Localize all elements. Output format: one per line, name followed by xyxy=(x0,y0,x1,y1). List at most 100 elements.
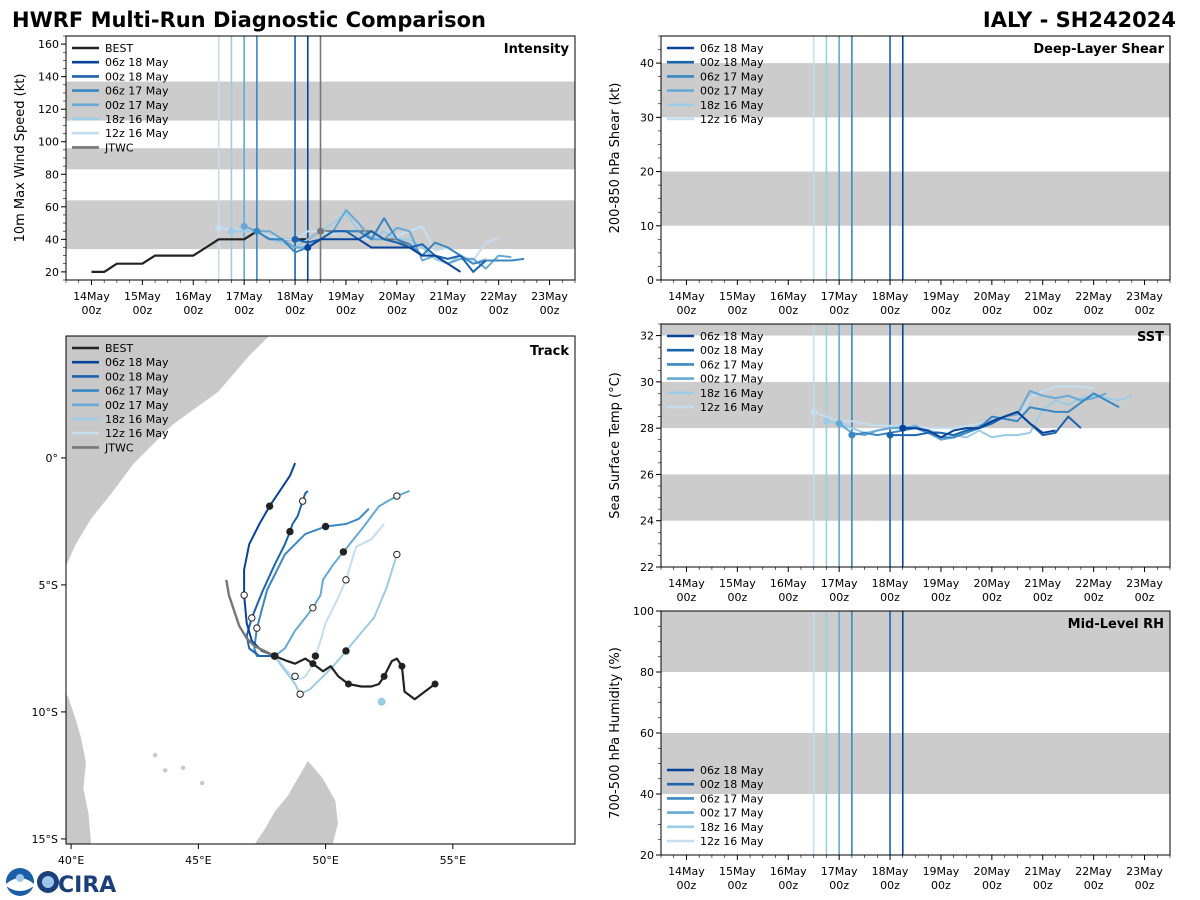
x-tick-date: 18May xyxy=(872,865,909,878)
x-tick-date: 16May xyxy=(770,865,807,878)
legend-run: 06z 18 May xyxy=(105,56,169,69)
series-line-2 xyxy=(851,392,1120,439)
track-panel: 40°E 45°E 50°E 55°E0°5°S10°S15°STrackBEST06… xyxy=(32,335,576,867)
y-tick-label: 20 xyxy=(640,849,654,862)
legend-run: 18z 16 May xyxy=(700,99,764,112)
track-day-marker xyxy=(342,647,350,655)
x-tick-hour: 00z xyxy=(234,304,254,317)
lon-tick-label: 45°E xyxy=(185,854,211,867)
x-tick-date: 23May xyxy=(1126,865,1163,878)
x-tick-hour: 00z xyxy=(727,304,747,317)
y-tick-label: 0 xyxy=(647,274,654,287)
series-line-0 xyxy=(902,410,1056,439)
track-day-marker xyxy=(393,492,401,500)
y-tick-label: 20 xyxy=(45,266,59,279)
x-tick-date: 14May xyxy=(668,577,705,590)
series-line-1 xyxy=(294,230,487,273)
x-tick-date: 20May xyxy=(378,290,415,303)
x-tick-date: 18May xyxy=(277,290,314,303)
series-start-marker xyxy=(215,224,223,232)
series-start-marker xyxy=(835,420,843,428)
legend-run: 18z 16 May xyxy=(105,413,169,426)
land-africa-north xyxy=(66,336,271,568)
x-tick-date: 21May xyxy=(429,290,466,303)
shear-panel: 01020304014May00z15May00z16May00z17May00… xyxy=(608,35,1171,317)
x-tick-date: 21May xyxy=(1024,577,1061,590)
x-tick-hour: 00z xyxy=(1135,591,1155,604)
x-tick-hour: 00z xyxy=(132,304,152,317)
lon-tick-label: 50°E xyxy=(312,854,338,867)
x-tick-date: 21May xyxy=(1024,290,1061,303)
cira-logo: CIRA xyxy=(37,871,116,898)
x-tick-hour: 00z xyxy=(438,304,458,317)
track-day-marker xyxy=(253,624,261,632)
track-day-marker xyxy=(342,576,350,584)
legend-run: 00z 18 May xyxy=(700,344,764,357)
series-start-marker xyxy=(227,227,235,235)
x-tick-hour: 00z xyxy=(336,304,356,317)
x-tick-hour: 00z xyxy=(880,879,900,892)
plot-area xyxy=(66,36,575,280)
legend-best: BEST xyxy=(105,342,133,355)
x-tick-hour: 00z xyxy=(727,591,747,604)
x-tick-hour: 00z xyxy=(829,879,849,892)
x-tick-hour: 00z xyxy=(285,304,305,317)
threshold-band xyxy=(661,171,1170,226)
legend-run: 06z 17 May xyxy=(105,385,169,398)
map-area xyxy=(66,336,439,844)
legend-run: 12z 16 May xyxy=(105,127,169,140)
legend-run: 18z 16 May xyxy=(105,113,169,126)
x-tick-hour: 00z xyxy=(1084,304,1104,317)
series-start-marker xyxy=(822,417,830,425)
x-tick-date: 18May xyxy=(872,290,909,303)
x-tick-hour: 00z xyxy=(829,591,849,604)
y-tick-label: 40 xyxy=(45,233,59,246)
legend-best: BEST xyxy=(105,42,133,55)
series-start-marker xyxy=(886,431,894,439)
rh-panel: 2040608010014May00z15May00z16May00z17May… xyxy=(608,605,1171,892)
x-tick-hour: 00z xyxy=(183,304,203,317)
threshold-band xyxy=(661,324,1170,336)
legend-run: 12z 16 May xyxy=(700,113,764,126)
x-tick-date: 14May xyxy=(73,290,110,303)
lat-tick-label: 0° xyxy=(46,452,59,465)
land-africa-south xyxy=(66,692,92,844)
track-day-marker xyxy=(265,502,274,510)
plot-area xyxy=(661,611,1170,855)
legend-run: 00z 17 May xyxy=(700,85,764,98)
series-start-marker xyxy=(810,408,818,416)
track-day-marker xyxy=(321,522,330,531)
lon-tick-label: 55°E xyxy=(440,854,466,867)
legend-run: 00z 18 May xyxy=(700,778,764,791)
x-tick-hour: 00z xyxy=(778,879,798,892)
y-tick-label: 120 xyxy=(38,103,59,116)
series-start-marker xyxy=(291,235,299,243)
x-tick-date: 22May xyxy=(1075,577,1112,590)
x-tick-date: 17May xyxy=(821,865,858,878)
y-tick-label: 140 xyxy=(38,71,59,84)
legend-run: 00z 17 May xyxy=(105,399,169,412)
x-tick-hour: 00z xyxy=(1033,879,1053,892)
track-day-marker xyxy=(298,497,307,505)
x-tick-date: 23May xyxy=(1126,577,1163,590)
x-tick-date: 20May xyxy=(973,577,1010,590)
land-island xyxy=(163,768,168,773)
x-tick-hour: 00z xyxy=(387,304,407,317)
legend-run: 06z 17 May xyxy=(700,358,764,371)
series-start-marker xyxy=(848,431,856,439)
legend-run: 00z 17 May xyxy=(700,373,764,386)
track-day-marker xyxy=(309,604,317,612)
x-tick-date: 23May xyxy=(1126,290,1163,303)
y-tick-label: 40 xyxy=(640,57,654,70)
track-current-marker xyxy=(377,697,386,706)
x-tick-hour: 00z xyxy=(1033,591,1053,604)
best-day-marker xyxy=(309,660,317,668)
panel-title: Deep-Layer Shear xyxy=(1033,42,1164,57)
legend-run: 00z 17 May xyxy=(105,99,169,112)
x-tick-date: 22May xyxy=(480,290,517,303)
panel-title: Track xyxy=(530,344,569,359)
legend-run: 18z 16 May xyxy=(700,387,764,400)
legend-jtwc: JTWC xyxy=(104,441,134,454)
